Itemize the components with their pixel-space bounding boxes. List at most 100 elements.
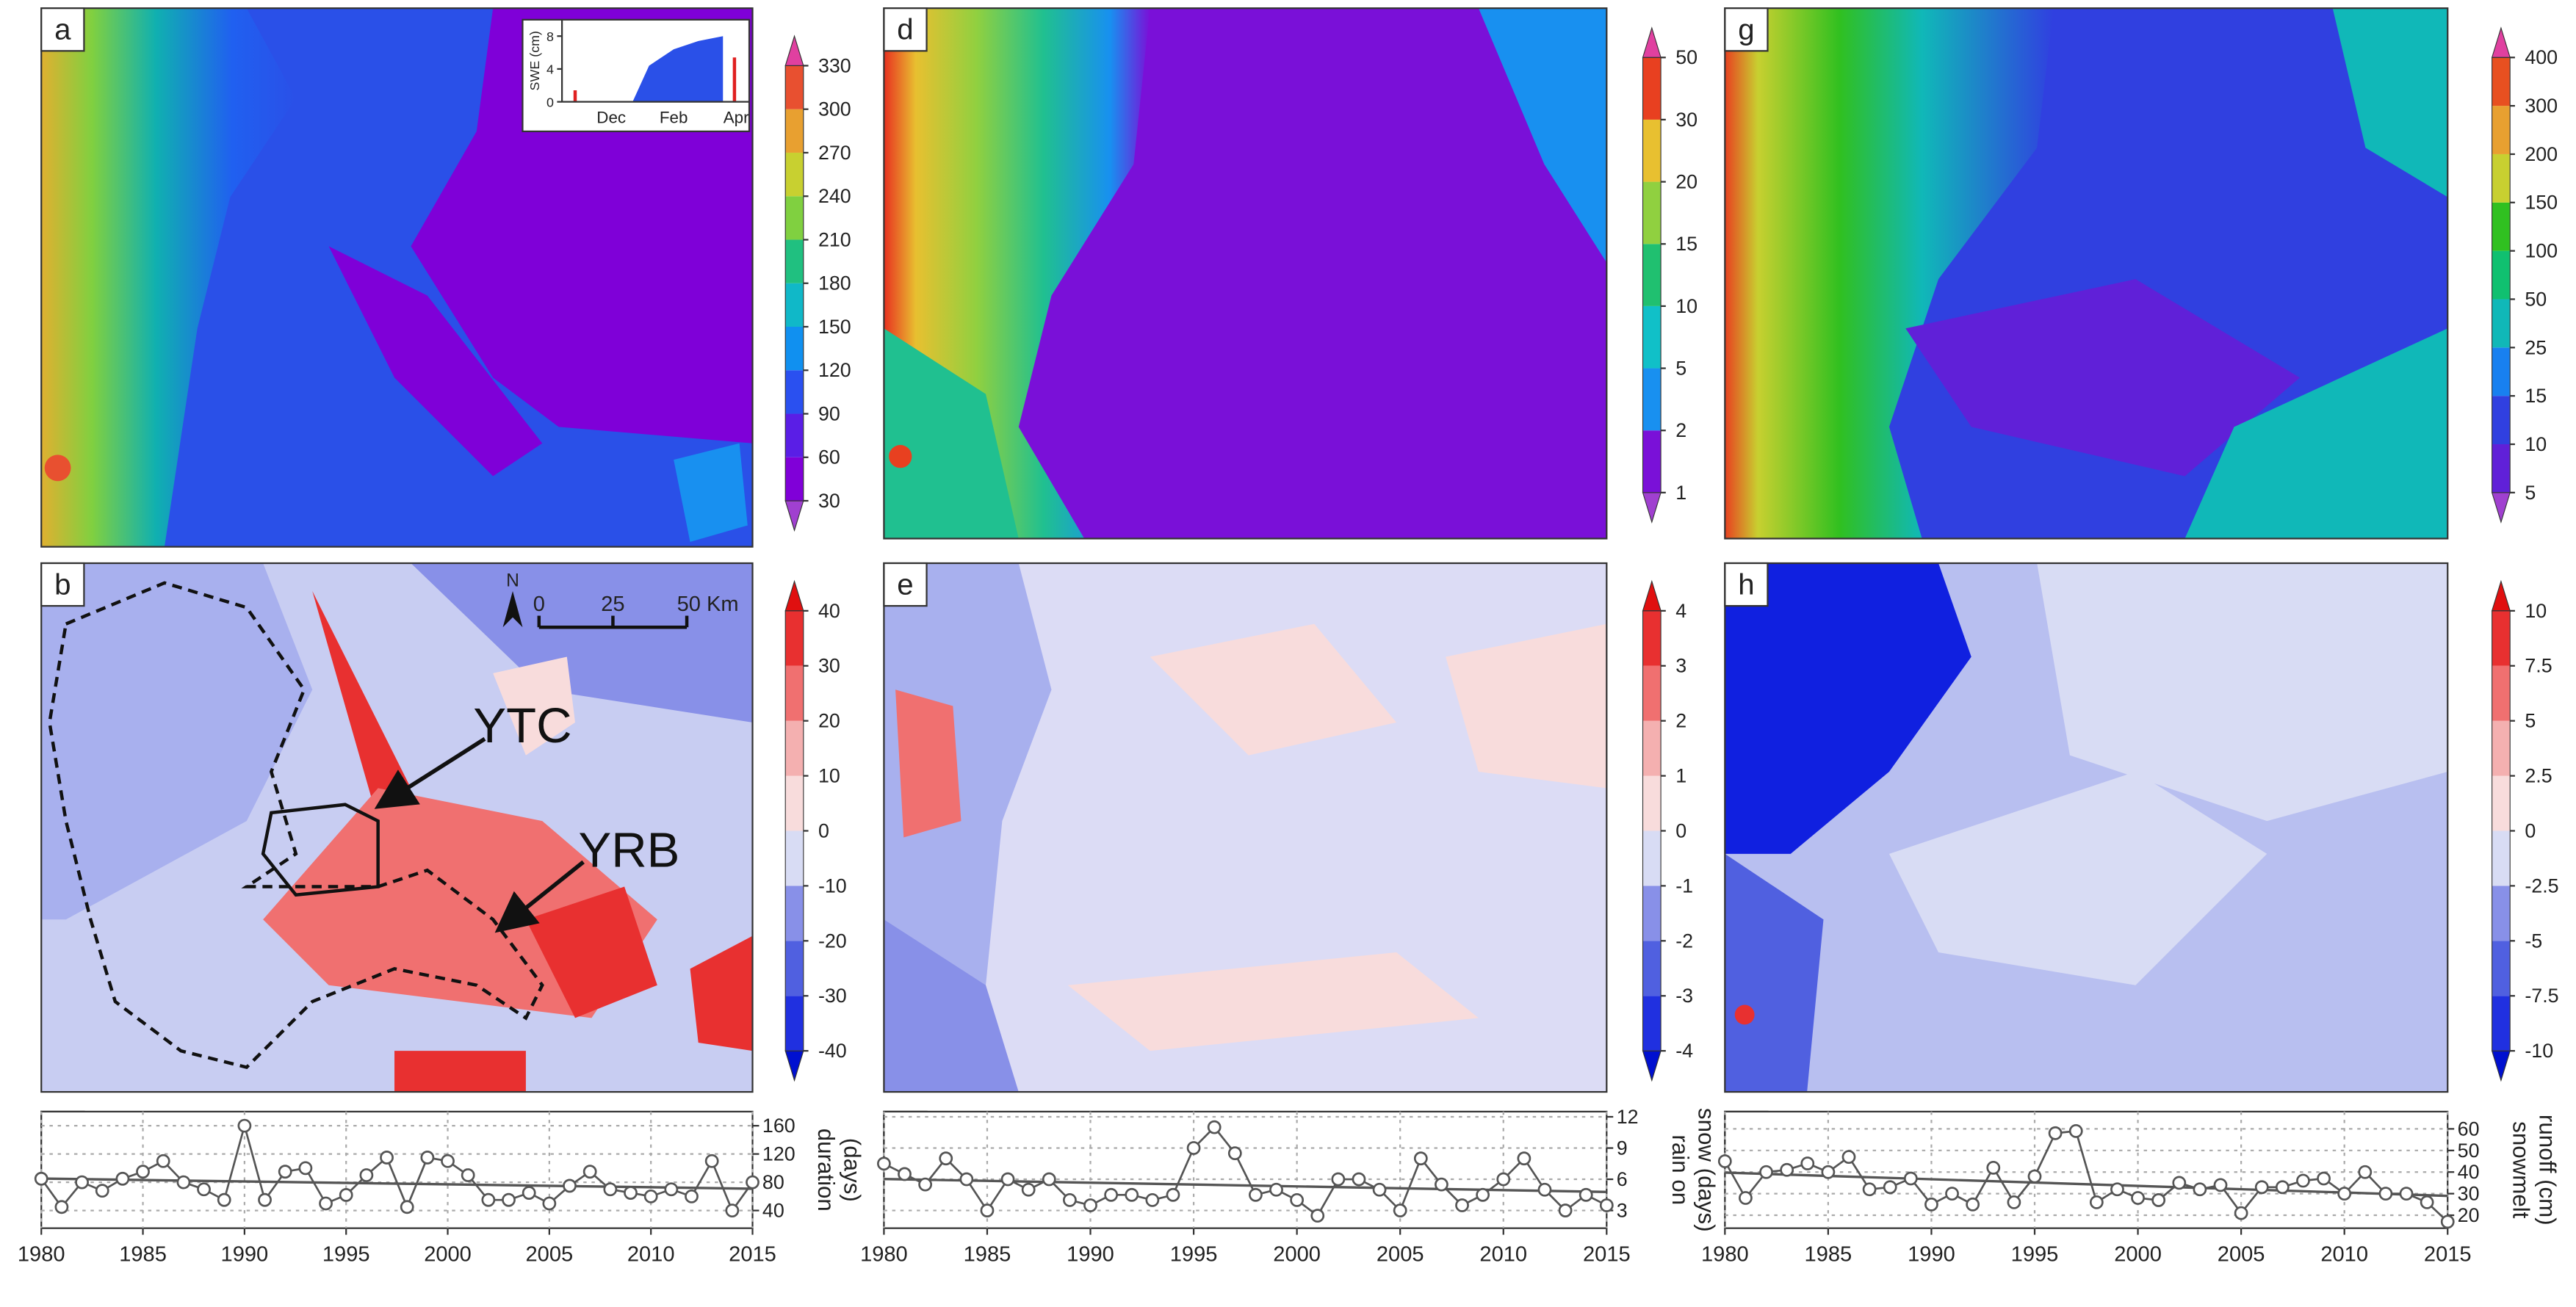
colorbar-tick-label: -7.5: [2525, 985, 2558, 1007]
colorbar-segment: [785, 239, 804, 283]
map-b: [41, 563, 753, 1093]
y-tick-label: 20: [2458, 1204, 2480, 1226]
point: [1352, 1172, 1366, 1187]
colorbar-segment: [2492, 941, 2511, 996]
point: [1331, 1172, 1346, 1187]
x-tick-label: 2010: [2320, 1242, 2368, 1266]
colorbar-tick-label: -3: [1675, 985, 1693, 1007]
inset-x-label: Feb: [660, 109, 688, 127]
colorbar-tick-label: -10: [818, 875, 847, 897]
x-tick-label: 2005: [1377, 1242, 1424, 1266]
point: [1496, 1172, 1511, 1187]
inset-x-label: Dec: [596, 109, 626, 127]
x-tick-label: 2005: [2218, 1242, 2265, 1266]
y-tick-label: 40: [2458, 1161, 2480, 1183]
point: [2172, 1176, 2187, 1190]
point: [1883, 1180, 1897, 1195]
y-tick-label: 3: [1617, 1200, 1628, 1222]
x-tick-label: 1980: [1701, 1242, 1749, 1266]
point: [400, 1200, 414, 1214]
y-axis-label: snow (days): [1694, 1108, 1720, 1232]
point: [542, 1196, 557, 1211]
colorbar-end: [2491, 1050, 2511, 1082]
north-label: N: [506, 571, 519, 590]
point: [1227, 1146, 1242, 1160]
colorbar-segment: [785, 152, 804, 197]
x-tick-label: 1980: [860, 1242, 908, 1266]
x-tick-label: 2015: [729, 1242, 776, 1266]
point: [2089, 1195, 2104, 1209]
colorbar-segment: [785, 775, 804, 831]
colorbar-tick-label: 2.5: [2525, 765, 2552, 787]
colorbar-segment: [1642, 119, 1662, 182]
colorbar-tick-label: 200: [2525, 143, 2558, 165]
point: [136, 1165, 150, 1179]
y-tick-label: 6: [1617, 1168, 1628, 1190]
y-tick-label: 9: [1617, 1137, 1628, 1159]
point: [1862, 1182, 1877, 1197]
point: [2254, 1180, 2269, 1195]
point: [1821, 1165, 1836, 1179]
x-tick-label: 1985: [1805, 1242, 1852, 1266]
x-tick-label: 1990: [1908, 1242, 1955, 1266]
colorbar-tick-label: 1: [1675, 482, 1686, 504]
point: [1372, 1182, 1387, 1197]
point: [2317, 1171, 2331, 1186]
point: [1717, 1154, 1732, 1168]
point: [1800, 1156, 1815, 1170]
map-frame: [883, 7, 1608, 540]
colorbar-tick-label: 2: [1675, 419, 1686, 441]
x-tick-label: 2015: [1583, 1242, 1631, 1266]
colorbar-segment: [785, 996, 804, 1051]
point: [1966, 1197, 1980, 1212]
point: [441, 1154, 455, 1168]
point: [1145, 1192, 1160, 1207]
y-axis-label: (days): [840, 1138, 865, 1202]
colorbar-tick-label: 20: [1675, 171, 1698, 193]
annotation: YTC: [473, 698, 571, 753]
colorbar-segment: [785, 720, 804, 776]
point: [1739, 1191, 1753, 1205]
y-tick-label: 80: [762, 1171, 784, 1193]
colorbar-tick-label: -5: [2525, 930, 2542, 952]
y-axis-label: duration: [813, 1129, 839, 1212]
inset-tick-label: 0: [546, 95, 554, 109]
point: [197, 1182, 211, 1197]
point: [664, 1182, 679, 1197]
point: [522, 1186, 536, 1200]
point: [582, 1165, 597, 1179]
colorbar-segment: [785, 665, 804, 721]
point: [704, 1154, 719, 1168]
colorbar-segment: [1642, 610, 1662, 666]
y-tick-label: 12: [1617, 1106, 1639, 1128]
y-tick-label: 50: [2458, 1140, 2480, 1162]
colorbar-tick-label: 300: [818, 98, 851, 120]
point: [959, 1172, 974, 1187]
point: [380, 1151, 394, 1165]
point: [1000, 1172, 1015, 1187]
colorbar-tick-label: 330: [818, 54, 851, 76]
panel-label: d: [897, 13, 913, 46]
x-tick-label: 2000: [1273, 1242, 1321, 1266]
x-tick-label: 2010: [1479, 1242, 1527, 1266]
colorbar-segment: [1642, 996, 1662, 1051]
colorbar-segment: [2492, 250, 2511, 300]
colorbar-segment: [1642, 886, 1662, 941]
colorbar-segment: [1642, 720, 1662, 776]
point: [176, 1175, 191, 1190]
panel-label-box: [40, 7, 85, 52]
colorbar-segment: [785, 65, 804, 109]
y-tick-label: 160: [762, 1115, 795, 1137]
point: [1413, 1151, 1428, 1166]
colorbar-segment: [1642, 665, 1662, 721]
point: [359, 1168, 374, 1182]
colorbar-tick-label: 150: [2525, 192, 2558, 214]
map-h: [1725, 563, 2448, 1093]
colorbar-tick-label: 10: [1675, 295, 1698, 317]
point: [1599, 1198, 1614, 1212]
point: [1476, 1187, 1490, 1202]
colorbar-segment: [1642, 305, 1662, 369]
y-tick-label: 30: [2458, 1183, 2480, 1205]
panel-label-box: [883, 562, 928, 607]
colorbar-end: [2491, 579, 2511, 612]
